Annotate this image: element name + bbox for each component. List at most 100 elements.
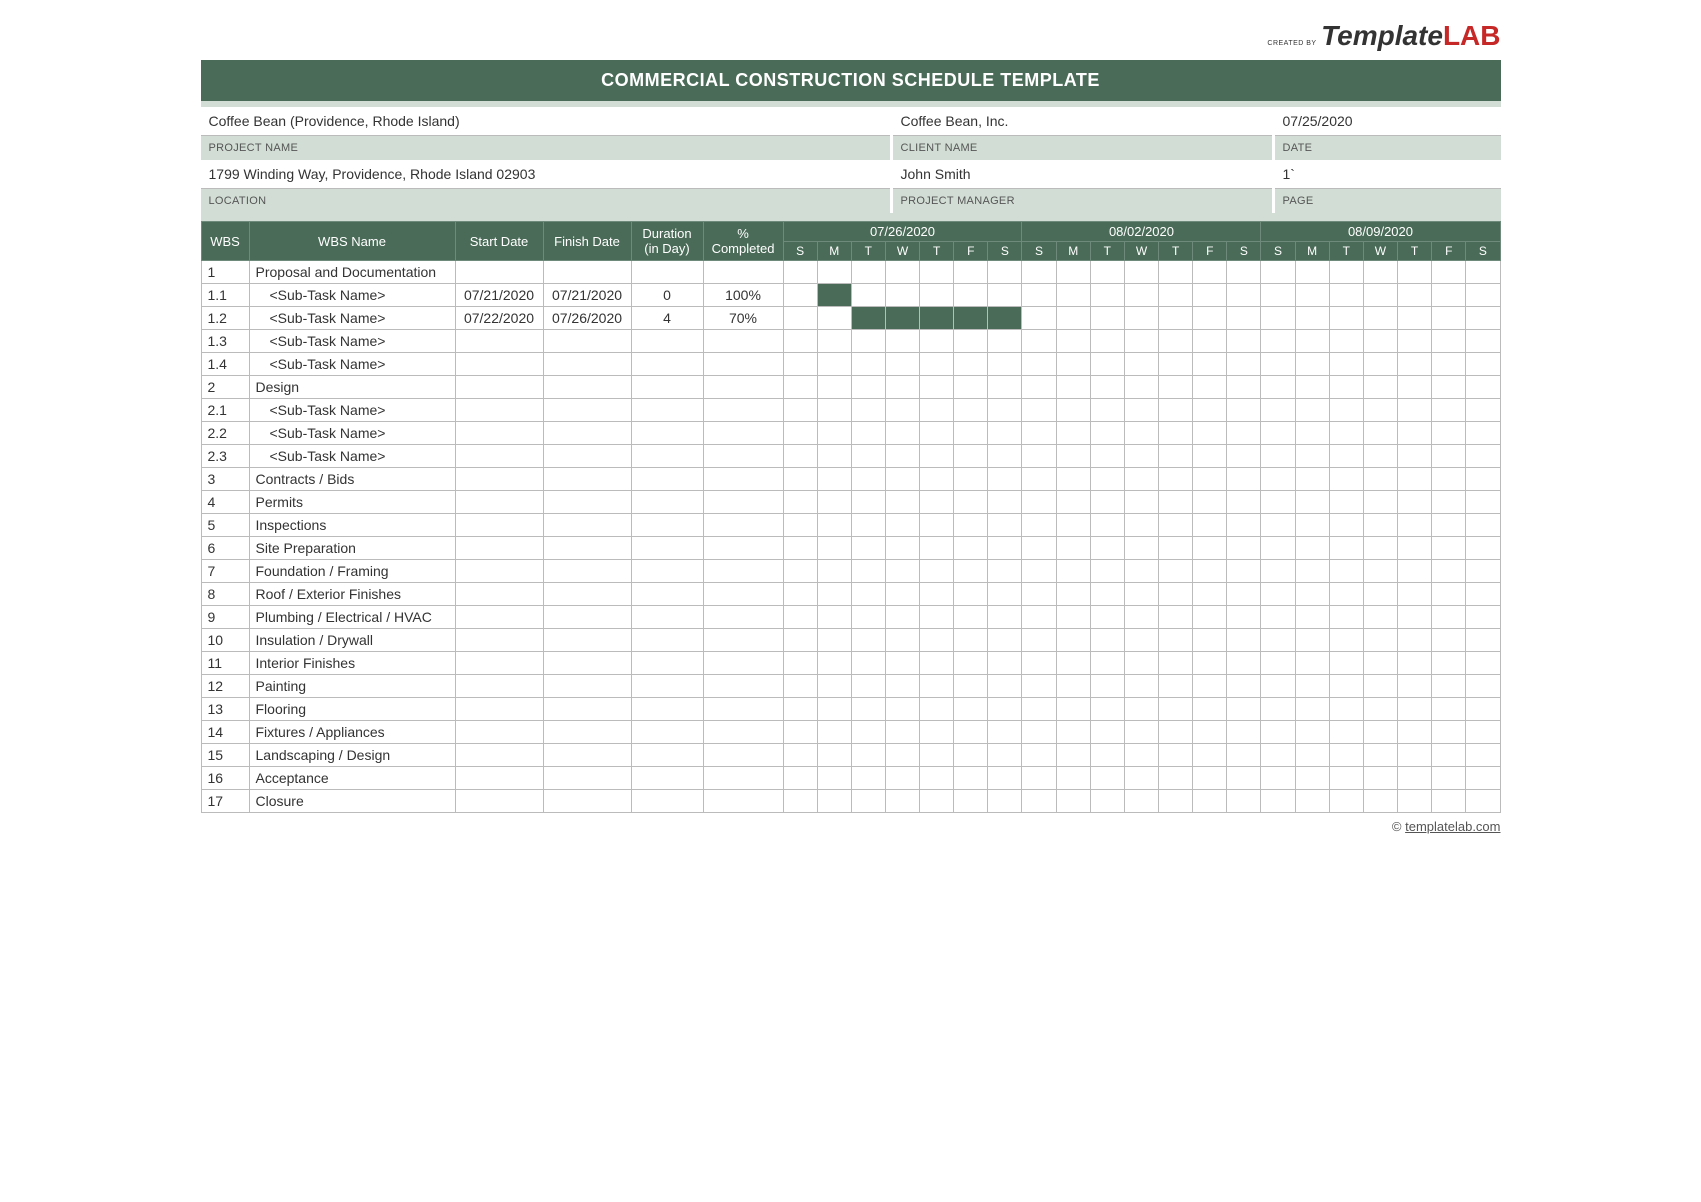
gantt-cell [1227,537,1261,560]
day-hdr-2-6: S [1466,242,1500,261]
gantt-cell [920,353,954,376]
cell-start [455,767,543,790]
cell-start [455,675,543,698]
gantt-cell [1295,422,1329,445]
cell-start [455,721,543,744]
gantt-cell [1159,261,1193,284]
cell-wbs: 1.4 [201,353,249,376]
table-row: 14Fixtures / Appliances [201,721,1500,744]
gantt-cell [817,445,851,468]
cell-finish: 07/21/2020 [543,284,631,307]
gantt-cell [1022,721,1056,744]
gantt-cell [1432,261,1466,284]
gantt-cell [954,537,988,560]
gantt-cell [1261,261,1295,284]
gantt-cell [988,537,1022,560]
gantt-cell [1295,675,1329,698]
gantt-cell [1466,284,1500,307]
cell-dur [631,261,703,284]
gantt-cell [1432,583,1466,606]
gantt-cell [1193,537,1227,560]
gantt-cell [1159,399,1193,422]
table-row: 2.3<Sub-Task Name> [201,445,1500,468]
gantt-cell [1466,399,1500,422]
gantt-cell [1090,721,1124,744]
cell-pct [703,261,783,284]
cell-start [455,698,543,721]
gantt-cell [851,698,885,721]
gantt-cell [920,422,954,445]
gantt-cell [885,767,919,790]
gantt-cell [1363,606,1397,629]
gantt-cell [1227,698,1261,721]
gantt-cell [1363,537,1397,560]
table-row: 1Proposal and Documentation [201,261,1500,284]
cell-wbs: 7 [201,560,249,583]
gantt-cell [1261,606,1295,629]
gantt-cell [1090,307,1124,330]
gantt-cell [851,675,885,698]
cell-wbsname: Interior Finishes [249,652,455,675]
gantt-cell [988,514,1022,537]
col-pct: % Completed [703,222,783,261]
cell-start [455,583,543,606]
gantt-cell [1295,307,1329,330]
table-row: 15Landscaping / Design [201,744,1500,767]
gantt-cell [1022,606,1056,629]
gantt-cell [954,399,988,422]
gantt-cell [1363,445,1397,468]
cell-dur [631,698,703,721]
gantt-cell [1261,698,1295,721]
cell-finish [543,422,631,445]
cell-finish [543,330,631,353]
gantt-cell [817,399,851,422]
gantt-cell [1056,537,1090,560]
footer-link[interactable]: templatelab.com [1405,819,1500,834]
gantt-cell [1124,606,1158,629]
gantt-cell [783,767,817,790]
gantt-cell [1022,629,1056,652]
gantt-cell [1090,698,1124,721]
cell-start [455,606,543,629]
gantt-cell [783,514,817,537]
cell-dur [631,675,703,698]
gantt-cell [1261,744,1295,767]
cell-wbs: 2.3 [201,445,249,468]
gantt-cell [1227,721,1261,744]
gantt-cell [1261,468,1295,491]
cell-wbs: 1.2 [201,307,249,330]
pm-label: PROJECT MANAGER [893,189,1272,213]
gantt-cell [1227,307,1261,330]
cell-wbs: 2.1 [201,399,249,422]
location-value: 1799 Winding Way, Providence, Rhode Isla… [201,160,890,189]
day-hdr-2-2: T [1329,242,1363,261]
day-hdr-0-4: T [920,242,954,261]
table-row: 13Flooring [201,698,1500,721]
gantt-cell [1466,790,1500,813]
gantt-cell [1193,376,1227,399]
gantt-cell [1329,399,1363,422]
location-label: LOCATION [201,189,890,213]
cell-pct [703,721,783,744]
gantt-cell [1466,767,1500,790]
gantt-cell [988,560,1022,583]
gantt-cell [885,284,919,307]
gantt-cell [1398,330,1432,353]
gantt-cell [1124,399,1158,422]
gantt-cell [1090,629,1124,652]
cell-pct [703,675,783,698]
cell-wbs: 14 [201,721,249,744]
col-dur: Duration (in Day) [631,222,703,261]
gantt-cell [817,583,851,606]
gantt-cell [1363,560,1397,583]
gantt-cell [1466,721,1500,744]
gantt-cell [1056,583,1090,606]
gantt-cell [1193,790,1227,813]
gantt-cell [817,629,851,652]
gantt-cell [1295,560,1329,583]
gantt-cell [783,491,817,514]
gantt-cell [1124,422,1158,445]
cell-pct [703,491,783,514]
gantt-cell [1329,560,1363,583]
gantt-cell [920,606,954,629]
